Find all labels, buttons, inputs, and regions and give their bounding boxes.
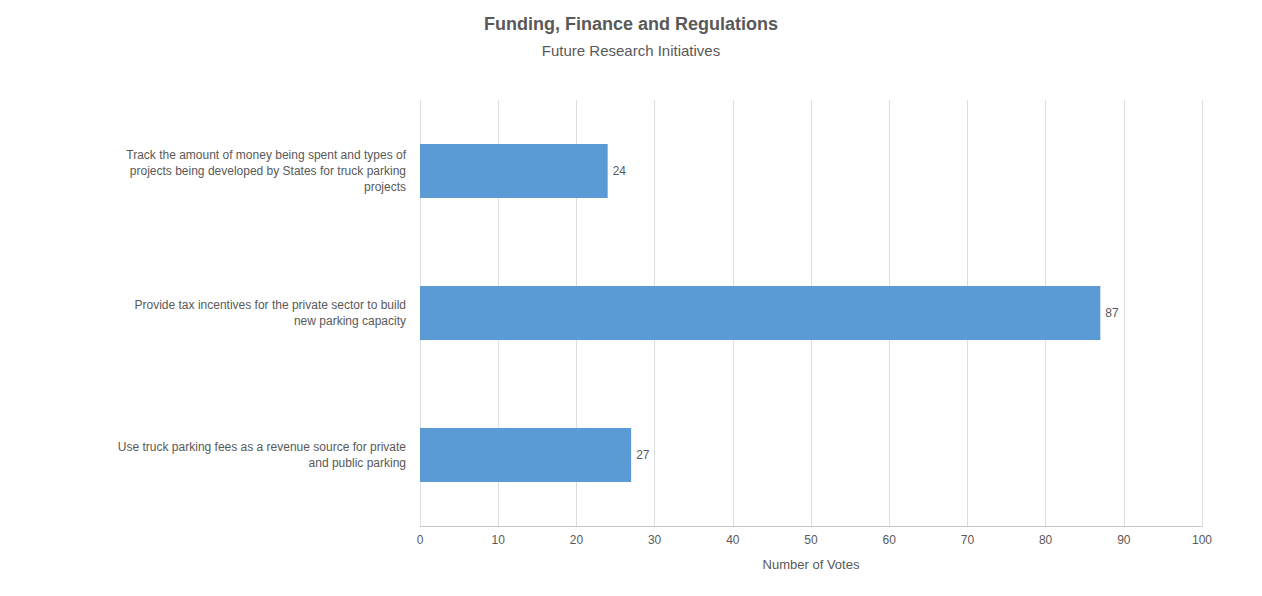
svg-text:and public parking: and public parking	[309, 456, 406, 470]
svg-text:Future Research Initiatives: Future Research Initiatives	[542, 42, 720, 59]
svg-text:100: 100	[1192, 533, 1212, 547]
svg-text:60: 60	[883, 533, 897, 547]
svg-text:projects: projects	[364, 180, 406, 194]
svg-text:27: 27	[636, 448, 650, 462]
svg-text:50: 50	[804, 533, 818, 547]
svg-text:24: 24	[613, 164, 627, 178]
svg-text:new parking capacity: new parking capacity	[294, 314, 406, 328]
svg-text:projects being developed by St: projects being developed by States for t…	[130, 164, 406, 178]
svg-text:80: 80	[1039, 533, 1053, 547]
svg-text:87: 87	[1105, 306, 1119, 320]
svg-text:40: 40	[726, 533, 740, 547]
svg-text:10: 10	[492, 533, 506, 547]
svg-text:20: 20	[570, 533, 584, 547]
svg-text:Provide tax incentives for the: Provide tax incentives for the private s…	[135, 298, 406, 312]
svg-text:Track the amount of money bein: Track the amount of money being spent an…	[126, 148, 406, 162]
svg-text:Use truck parking fees as a re: Use truck parking fees as a revenue sour…	[118, 440, 406, 454]
svg-text:Funding, Finance and Regulatio: Funding, Finance and Regulations	[484, 14, 778, 34]
svg-text:Number of Votes: Number of Votes	[763, 557, 860, 572]
svg-text:90: 90	[1117, 533, 1131, 547]
svg-text:0: 0	[417, 533, 424, 547]
svg-text:30: 30	[648, 533, 662, 547]
svg-text:70: 70	[961, 533, 975, 547]
